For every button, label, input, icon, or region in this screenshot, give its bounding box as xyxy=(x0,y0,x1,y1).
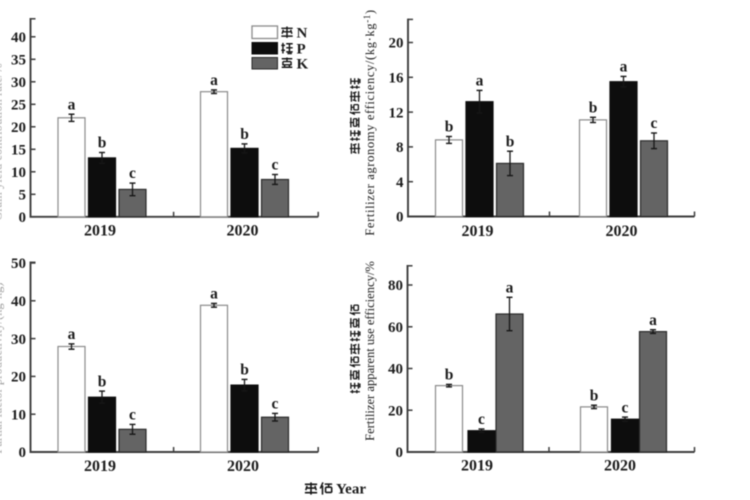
svg-text:Year: Year xyxy=(336,482,366,498)
svg-text:30: 30 xyxy=(11,75,26,91)
svg-text:b: b xyxy=(445,119,454,136)
svg-text:25: 25 xyxy=(11,98,26,114)
svg-text:c: c xyxy=(622,399,629,416)
svg-text:4: 4 xyxy=(396,175,404,191)
svg-text:c: c xyxy=(651,115,658,132)
svg-text:P: P xyxy=(297,41,306,57)
svg-text:2019: 2019 xyxy=(462,223,494,240)
svg-text:b: b xyxy=(589,100,598,117)
svg-text:12: 12 xyxy=(389,105,404,121)
svg-text:2020: 2020 xyxy=(227,458,259,475)
svg-text:20: 20 xyxy=(11,120,26,136)
svg-text:Fertilizer agronomy efficiency: Fertilizer agronomy efficiency/(kg·kg-1) xyxy=(362,9,377,235)
svg-text:2020: 2020 xyxy=(604,458,636,475)
svg-text:a: a xyxy=(620,59,628,76)
svg-text:b: b xyxy=(240,362,249,379)
svg-text:2020: 2020 xyxy=(606,223,638,240)
svg-text:c: c xyxy=(272,396,279,413)
svg-text:16: 16 xyxy=(389,71,405,87)
svg-text:b: b xyxy=(240,126,249,143)
svg-text:a: a xyxy=(210,72,218,89)
svg-text:b: b xyxy=(506,133,515,150)
svg-text:40: 40 xyxy=(11,30,26,46)
svg-text:Partial factor productivity/(k: Partial factor productivity/(kg·kg) xyxy=(0,282,5,453)
svg-text:b: b xyxy=(445,367,454,384)
svg-text:10: 10 xyxy=(11,407,26,423)
svg-text:10: 10 xyxy=(11,165,26,181)
svg-text:b: b xyxy=(590,387,599,404)
svg-text:Grain yield contribution rate/: Grain yield contribution rate/% xyxy=(0,63,5,221)
svg-text:a: a xyxy=(68,326,76,343)
svg-text:a: a xyxy=(476,73,484,90)
svg-text:c: c xyxy=(272,157,279,174)
svg-text:2019: 2019 xyxy=(84,458,116,475)
svg-text:40: 40 xyxy=(11,294,26,310)
svg-text:b: b xyxy=(98,373,107,390)
svg-text:15: 15 xyxy=(11,143,26,159)
svg-text:20: 20 xyxy=(388,403,403,419)
svg-text:2019: 2019 xyxy=(84,223,116,240)
svg-text:0: 0 xyxy=(19,210,27,226)
svg-text:30: 30 xyxy=(11,332,26,348)
svg-text:60: 60 xyxy=(388,320,403,336)
svg-text:a: a xyxy=(506,280,514,297)
svg-text:N: N xyxy=(297,25,308,41)
svg-text:50: 50 xyxy=(11,256,26,272)
svg-text:c: c xyxy=(478,411,485,428)
svg-text:a: a xyxy=(210,286,218,303)
svg-text:35: 35 xyxy=(11,53,26,69)
svg-text:Fertilizer apparent use effici: Fertilizer apparent use efficiency/% xyxy=(363,261,377,441)
svg-text:5: 5 xyxy=(19,188,27,204)
svg-text:K: K xyxy=(297,56,309,72)
svg-text:8: 8 xyxy=(396,140,404,156)
svg-text:40: 40 xyxy=(388,362,403,378)
svg-text:c: c xyxy=(129,165,136,182)
svg-text:2019: 2019 xyxy=(461,458,493,475)
svg-text:2020: 2020 xyxy=(227,223,259,240)
svg-text:c: c xyxy=(129,407,136,424)
svg-text:20: 20 xyxy=(11,370,26,386)
svg-text:a: a xyxy=(649,312,657,329)
svg-text:b: b xyxy=(98,135,107,152)
svg-text:0: 0 xyxy=(396,210,404,226)
svg-text:20: 20 xyxy=(389,36,404,52)
svg-text:0: 0 xyxy=(19,445,27,461)
svg-text:80: 80 xyxy=(388,278,403,294)
svg-text:a: a xyxy=(68,96,76,113)
svg-text:0: 0 xyxy=(396,445,404,461)
